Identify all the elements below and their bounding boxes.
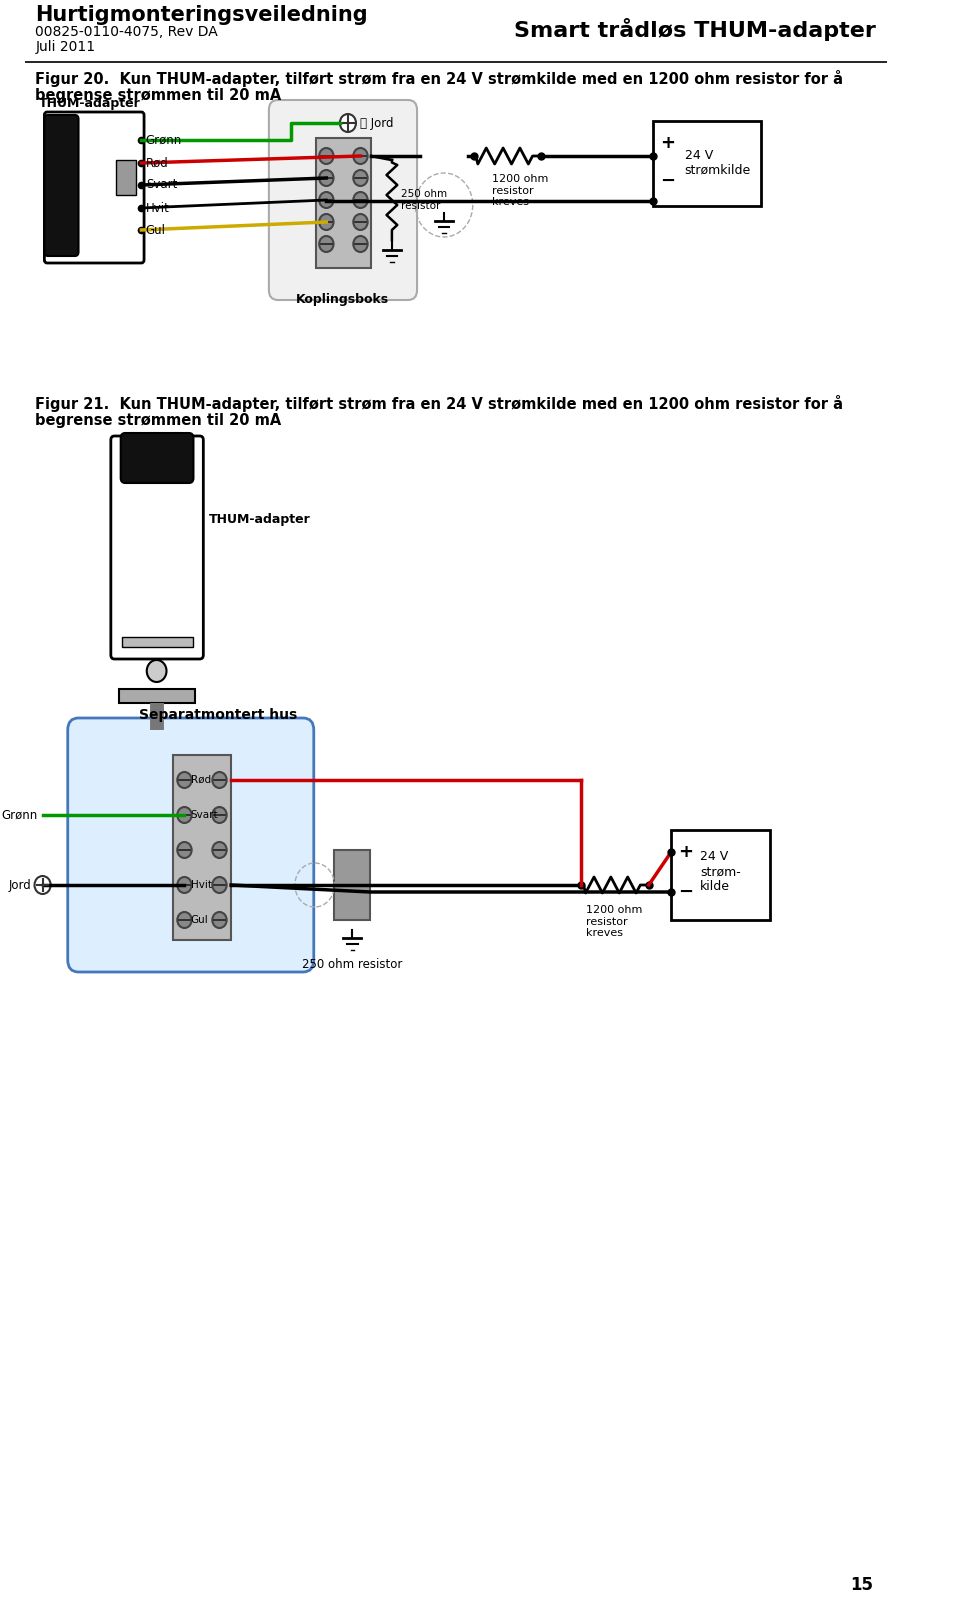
Bar [173,755,231,939]
Text: Grønn: Grønn [2,808,38,821]
Circle shape [319,170,333,186]
Circle shape [353,170,368,186]
Text: Koplingsboks: Koplingsboks [296,293,389,306]
Circle shape [319,149,333,165]
Text: −: − [679,883,693,901]
Text: Figur 21.  Kun THUM-adapter, tilført strøm fra en 24 V strømkilde med en 1200 oh: Figur 21. Kun THUM-adapter, tilført strø… [36,395,844,411]
Circle shape [178,912,192,928]
Text: begrense strømmen til 20 mA: begrense strømmen til 20 mA [36,413,281,427]
Text: −: − [660,171,676,190]
Text: Svart: Svart [146,179,178,192]
Text: Hurtigmonteringsveiledning: Hurtigmonteringsveiledning [36,5,368,26]
Circle shape [35,877,51,894]
Circle shape [353,235,368,251]
Circle shape [178,773,192,787]
Text: 1200 ohm
resistor
kreves: 1200 ohm resistor kreves [586,906,642,938]
Text: Smart trådløs THUM-adapter: Smart trådløs THUM-adapter [514,18,876,42]
Bar [316,138,372,267]
Circle shape [178,842,192,858]
Circle shape [178,877,192,893]
Circle shape [178,806,192,822]
Text: 00825-0110-4075, Rev DA: 00825-0110-4075, Rev DA [36,26,218,38]
Circle shape [353,149,368,165]
Circle shape [340,114,356,133]
Circle shape [212,806,227,822]
Bar [122,637,193,646]
Circle shape [353,192,368,208]
Text: begrense strømmen til 20 mA: begrense strømmen til 20 mA [36,88,281,102]
Text: 24 V
strømkilde: 24 V strømkilde [684,149,751,178]
FancyBboxPatch shape [121,434,194,483]
Circle shape [212,773,227,787]
Text: 250 ohm
resistor: 250 ohm resistor [401,189,447,211]
Circle shape [147,659,166,682]
Text: 250 ohm resistor: 250 ohm resistor [302,958,402,971]
Bar [119,690,195,702]
Bar [671,830,770,920]
Text: Figur 20.  Kun THUM-adapter, tilført strøm fra en 24 V strømkilde med en 1200 oh: Figur 20. Kun THUM-adapter, tilført strø… [36,70,844,86]
Text: Grønn: Grønn [146,133,182,147]
Circle shape [319,192,333,208]
Text: +: + [679,843,693,861]
Circle shape [319,235,333,251]
Text: 15: 15 [851,1576,874,1594]
Text: 1200 ohm
resistor
kreves: 1200 ohm resistor kreves [492,174,548,208]
Circle shape [212,842,227,858]
Circle shape [212,877,227,893]
Text: THUM-adapter: THUM-adapter [38,98,140,110]
Bar [116,160,136,195]
Text: Rød: Rød [191,774,211,786]
Text: 24 V
strøm-
kilde: 24 V strøm- kilde [700,851,741,893]
FancyBboxPatch shape [110,435,204,659]
Text: Svart: Svart [191,810,218,819]
FancyBboxPatch shape [44,115,79,256]
Circle shape [319,214,333,230]
Text: THUM-adapter: THUM-adapter [208,514,310,526]
FancyBboxPatch shape [269,99,417,301]
Text: Juli 2011: Juli 2011 [36,40,96,54]
Text: Gul: Gul [146,224,166,237]
Text: Jord: Jord [9,878,31,891]
Text: Hvit: Hvit [146,202,170,214]
Circle shape [353,214,368,230]
Text: Gul: Gul [191,915,208,925]
Bar [653,122,761,206]
FancyBboxPatch shape [44,112,144,262]
Text: +: + [660,134,676,152]
Circle shape [212,912,227,928]
Text: Rød: Rød [146,157,169,170]
Bar [334,850,371,920]
Text: ⓣ Jord: ⓣ Jord [360,117,394,130]
Text: Hvit: Hvit [191,880,212,890]
FancyBboxPatch shape [68,718,314,971]
Text: Separatmontert hus: Separatmontert hus [138,707,297,722]
